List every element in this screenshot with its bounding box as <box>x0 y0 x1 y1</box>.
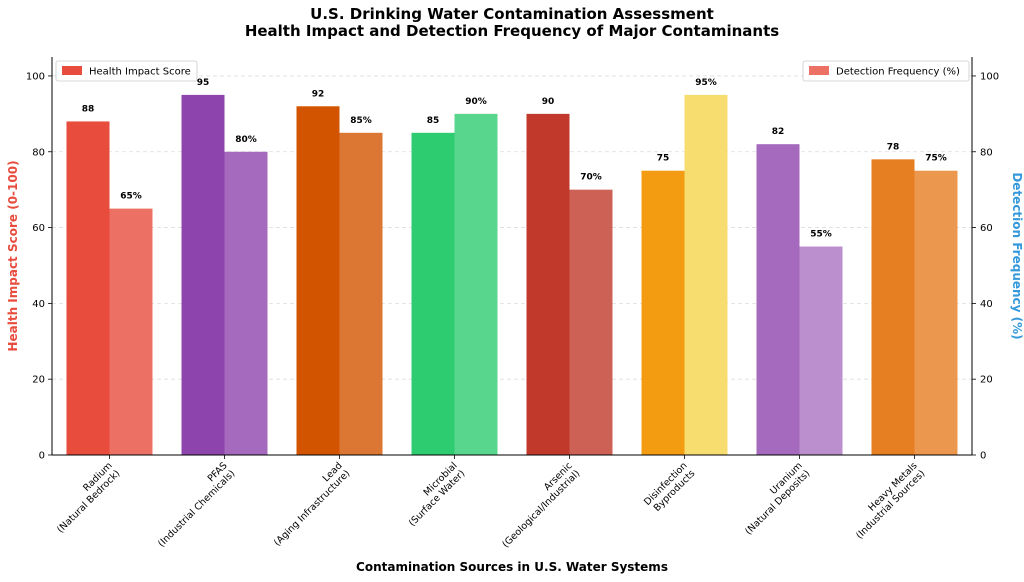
y-tick-label: 0 <box>980 451 986 462</box>
y-tick-label: 100 <box>26 71 45 82</box>
data-label: 65% <box>120 192 142 202</box>
bar <box>411 132 455 456</box>
bar <box>569 189 613 455</box>
data-label: 80% <box>235 135 257 145</box>
bar <box>296 106 340 456</box>
x-tick-label: Radium(Natural Bedrock) <box>47 460 122 535</box>
x-tick-label: Uranium(Natural Deposits) <box>736 460 813 537</box>
y-tick-label: 100 <box>980 71 999 82</box>
data-label: 75 <box>657 154 670 164</box>
x-tick-label-line: (Industrial Chemicals) <box>156 468 237 549</box>
data-label: 85 <box>427 116 440 126</box>
data-label: 70% <box>580 173 602 183</box>
x-ticks: Radium(Natural Bedrock) PFAS(Industrial C… <box>47 455 927 550</box>
y-tick-label: 0 <box>39 451 45 462</box>
data-label: 78 <box>887 142 900 152</box>
legend-health-impact: Health Impact Score <box>55 60 198 82</box>
x-tick-label: Arsenic(Geological/Industrial) <box>493 460 583 550</box>
bars <box>66 94 958 456</box>
y-tick-label: 40 <box>980 299 993 310</box>
bar <box>66 121 110 455</box>
chart-title: U.S. Drinking Water Contamination Assess… <box>310 5 714 23</box>
bar <box>339 132 383 456</box>
data-label: 95 <box>197 78 210 88</box>
x-tick-label-line: (Geological/Industrial) <box>500 468 582 550</box>
legend-box <box>55 60 198 82</box>
x-tick-label-line: (Aging Infrastructure) <box>272 468 352 548</box>
right-y-ticks: 0 20 40 60 80 100 <box>972 71 999 462</box>
bar <box>684 94 728 456</box>
y-tick-label: 60 <box>980 223 993 234</box>
bar <box>224 151 268 455</box>
legend-label: Detection Frequency (%) <box>836 67 960 78</box>
legend-box <box>802 60 970 82</box>
data-label: 75% <box>925 154 947 164</box>
left-y-ticks: 0 20 40 60 80 100 <box>26 71 52 462</box>
legend-swatch <box>809 66 829 75</box>
legend-label: Health Impact Score <box>89 67 191 78</box>
bar <box>641 170 685 455</box>
data-label: 85% <box>350 116 372 126</box>
x-tick-label-line: (Industrial Sources) <box>854 468 927 541</box>
y-tick-label: 20 <box>32 375 45 386</box>
data-label: 55% <box>810 230 832 240</box>
x-tick-label: Lead(Aging Infrastructure) <box>264 460 352 548</box>
data-label: 90% <box>465 97 487 107</box>
y-tick-label: 20 <box>980 375 993 386</box>
right-y-axis-label: Detection Frequency (%) <box>1010 172 1024 339</box>
bar <box>756 144 800 455</box>
x-tick-label: DisinfectionByproducts <box>642 460 697 515</box>
data-label: 95% <box>695 78 717 88</box>
data-label: 90 <box>542 97 555 107</box>
left-y-axis-label: Health Impact Score (0-100) <box>6 160 20 351</box>
bar <box>799 246 843 455</box>
x-tick-label: Microbial(Surface Water) <box>399 460 467 528</box>
data-label: 92 <box>312 89 325 99</box>
legend-detection-frequency: Detection Frequency (%) <box>802 60 970 82</box>
bar <box>526 113 570 455</box>
legend-swatch <box>62 66 82 75</box>
x-tick-label: Heavy Metals(Industrial Sources) <box>846 460 927 541</box>
y-tick-label: 60 <box>32 223 45 234</box>
x-axis-label: Contamination Sources in U.S. Water Syst… <box>356 560 668 574</box>
data-label: 82 <box>772 127 785 137</box>
axes <box>51 57 973 456</box>
bar <box>871 159 915 456</box>
bar <box>454 113 498 455</box>
y-tick-label: 40 <box>32 299 45 310</box>
bar <box>914 170 958 455</box>
chart-subtitle: Health Impact and Detection Frequency of… <box>245 22 779 40</box>
data-labels: 88 65% 95 80% 92 85% 85 90% 90 70% 75 95% 82 55% 78 75% <box>82 78 947 240</box>
y-tick-label: 80 <box>32 147 45 158</box>
bar <box>181 94 225 456</box>
data-label: 88 <box>82 104 95 114</box>
x-tick-label: PFAS(Industrial Chemicals) <box>148 460 237 549</box>
bar <box>109 208 153 455</box>
y-tick-label: 80 <box>980 147 993 158</box>
